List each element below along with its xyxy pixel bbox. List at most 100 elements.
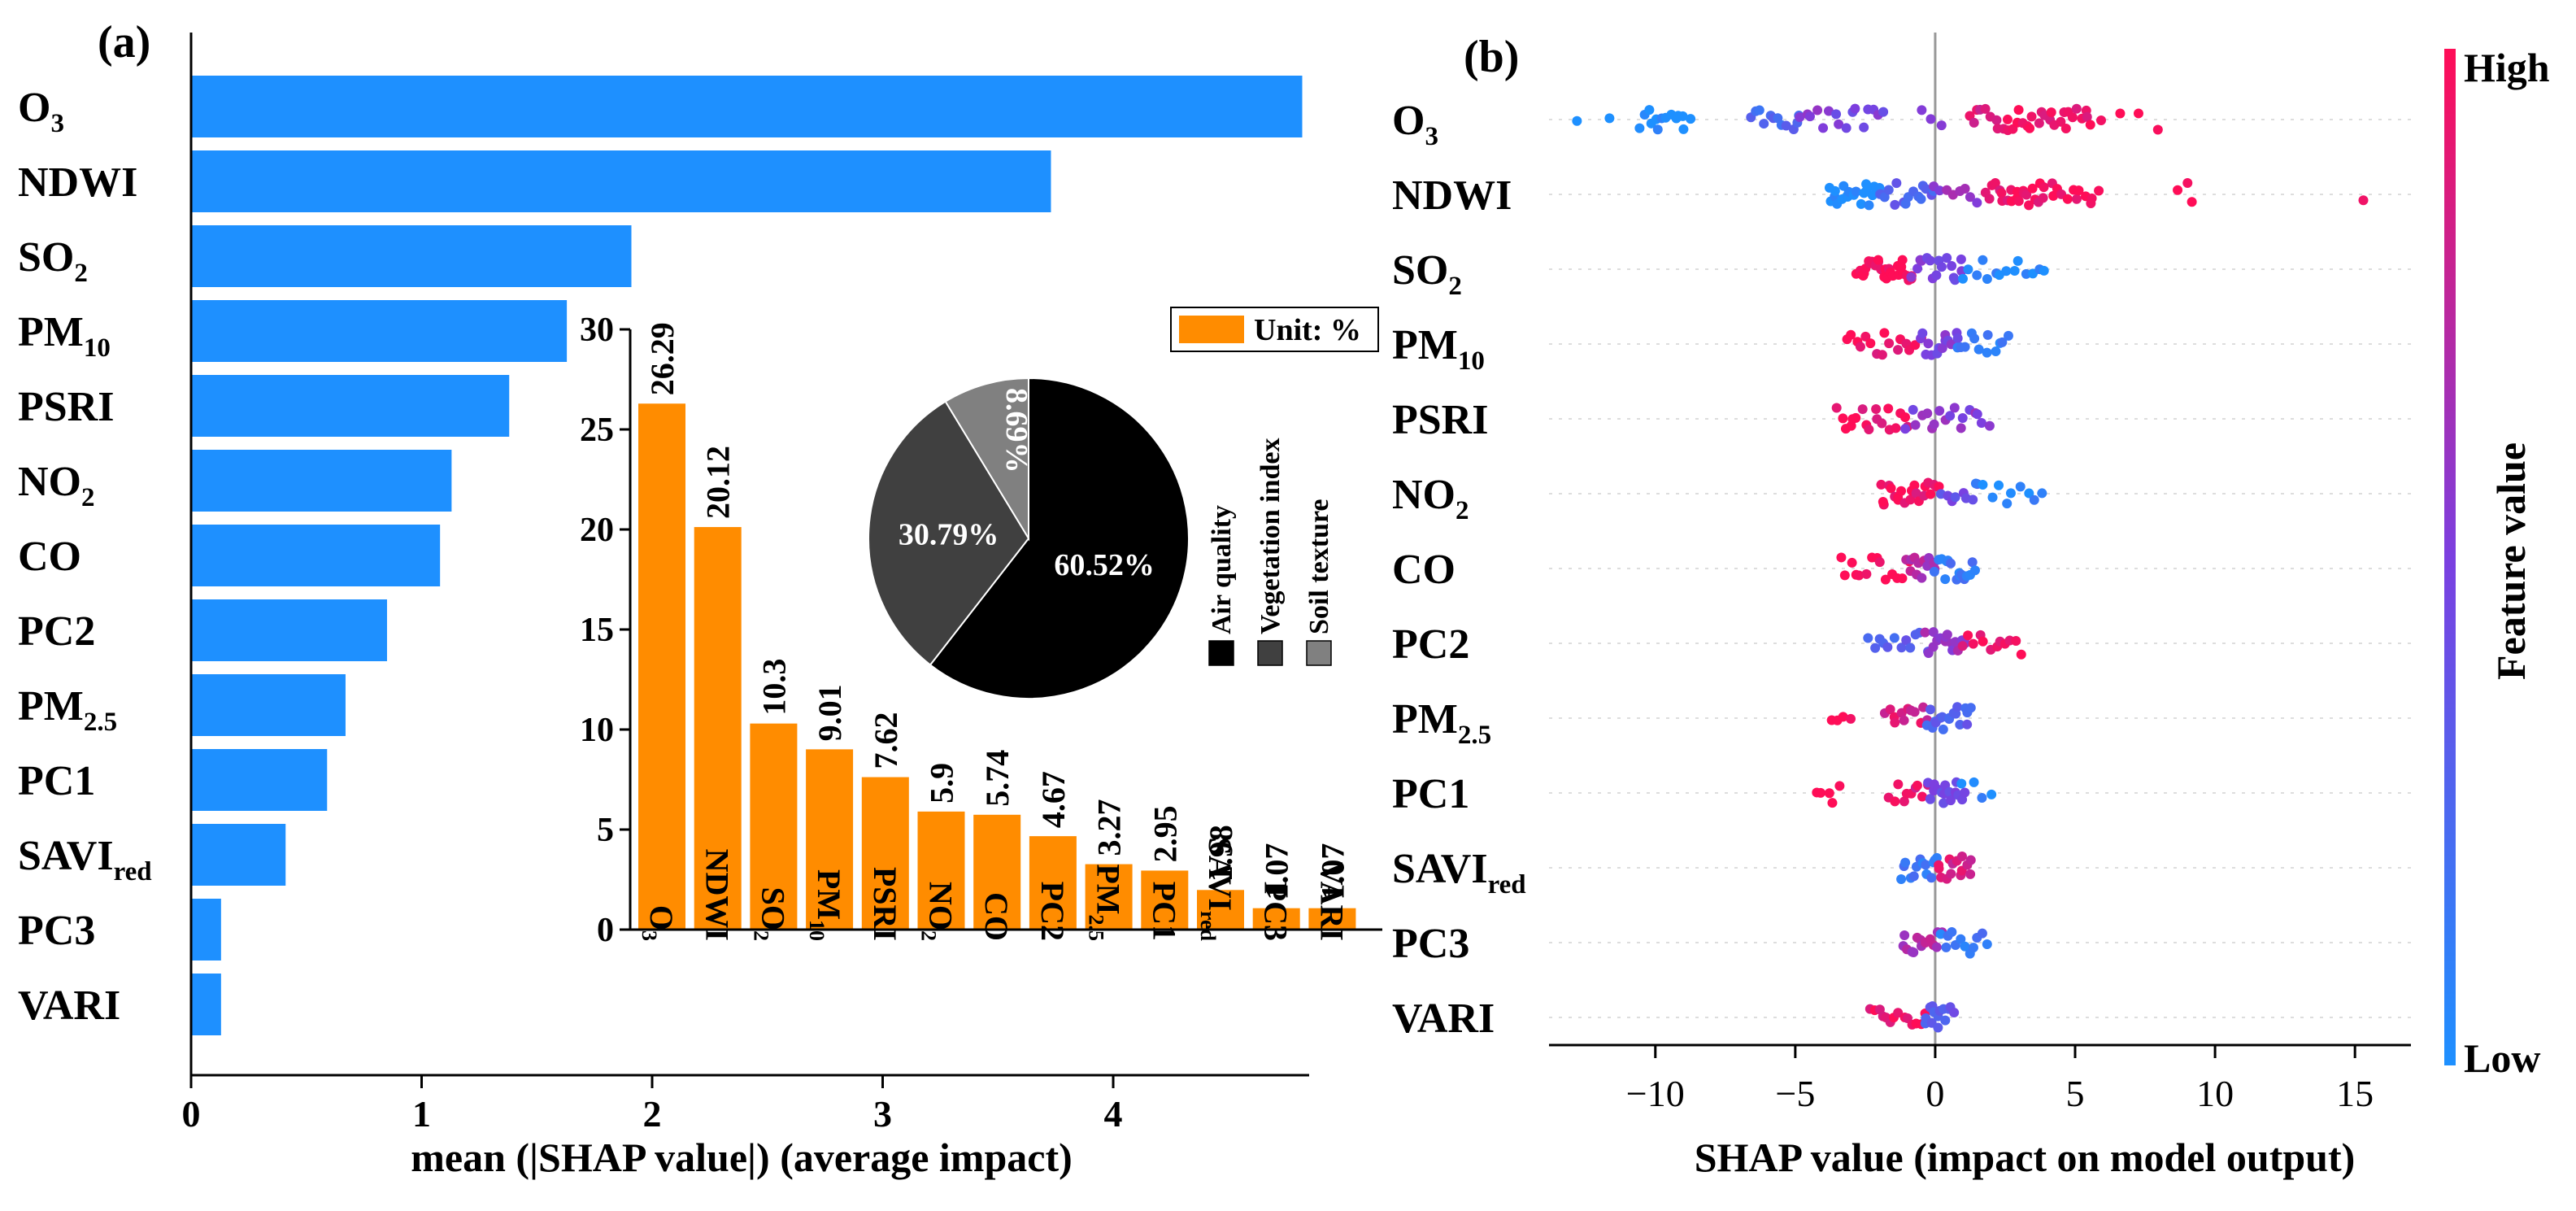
shap-x-tick-label: 10 xyxy=(2196,1073,2234,1114)
shap-point xyxy=(2071,194,2082,204)
shap-point xyxy=(1896,873,1907,884)
inset-y-tick-label: 5 xyxy=(597,812,614,849)
shap-point xyxy=(1929,419,1939,429)
shap-point xyxy=(1856,198,1866,209)
shap-feature-label-O3: O3 xyxy=(1392,98,1438,151)
shap-point xyxy=(1921,860,1931,870)
shap-point xyxy=(1921,184,1931,194)
feature-label-PC2: PC2 xyxy=(18,608,95,655)
shap-point xyxy=(1893,1008,1904,1018)
shap-point xyxy=(1901,635,1912,646)
shap-point xyxy=(1851,186,1861,197)
shap-point xyxy=(1991,115,2002,125)
pie-legend-label: Soil texture xyxy=(1304,499,1334,634)
shap-point xyxy=(1991,346,2001,357)
shap-point xyxy=(1854,570,1865,581)
shap-point xyxy=(1908,404,1918,415)
shap-point xyxy=(1893,779,1904,790)
inset-bar-VARI xyxy=(1308,908,1356,930)
shap-point xyxy=(1925,255,1935,266)
shap-point xyxy=(1846,713,1856,724)
shap-point xyxy=(1759,119,1769,129)
shap-point xyxy=(1678,124,1689,134)
shap-feature-label-PM2.5: PM2.5 xyxy=(1392,696,1491,750)
shap-point xyxy=(1838,413,1848,424)
shap-point xyxy=(1965,192,1975,203)
shap-point xyxy=(1878,107,1889,117)
inset-legend-label: Unit: % xyxy=(1254,313,1361,347)
inset-value-label: 20.12 xyxy=(700,446,737,519)
shap-point xyxy=(1997,337,2008,347)
shap-point xyxy=(1864,200,1874,211)
shap-point xyxy=(1957,273,1968,284)
panel-b-x-axis-label: SHAP value (impact on model output) xyxy=(1695,1135,2356,1180)
bar-PC2 xyxy=(191,599,387,661)
shap-point xyxy=(1931,270,1942,281)
shap-point xyxy=(1984,194,1995,204)
shap-point xyxy=(2152,124,2163,135)
x-tick-label: 4 xyxy=(1104,1093,1123,1135)
inset-y-tick-label: 10 xyxy=(580,712,614,749)
shap-point xyxy=(2037,488,2047,499)
shap-point xyxy=(2009,265,2020,276)
shap-point xyxy=(1815,787,1825,798)
shap-point xyxy=(2095,115,2106,126)
pie-legend-swatch xyxy=(1257,640,1283,666)
panel-a-feature-labels: O3 NDWI SO2 PM10 PSRI NO2 CO PC2 PM2.5 PC1 SAVIred… xyxy=(18,85,152,1029)
shap-x-tick-label: −5 xyxy=(1775,1073,1815,1114)
shap-point xyxy=(2115,108,2126,119)
shap-point xyxy=(1885,704,1895,715)
shap-point xyxy=(1831,109,1842,120)
inset-legend: Unit: % xyxy=(1170,307,1379,352)
inset-bar-PC1 xyxy=(1141,870,1189,930)
shap-point xyxy=(1860,331,1871,342)
shap-point xyxy=(1956,778,1967,789)
x-tick-label: 0 xyxy=(182,1093,201,1135)
shap-point xyxy=(1950,492,1960,503)
inset-category-VARI: VARI xyxy=(1313,862,1350,941)
shap-point xyxy=(1880,574,1891,585)
shap-point xyxy=(1968,638,1978,649)
inset-y-tick-label: 15 xyxy=(580,612,614,649)
shap-point xyxy=(1890,199,1900,210)
shap-point xyxy=(1982,939,1992,950)
panel-b-feature-labels: O3 NDWI SO2 PM10 PSRI NO2 CO PC2 PM2.5 PC1 SAVIred… xyxy=(1392,98,1526,1042)
shap-point xyxy=(1965,869,1976,879)
inset-bar-CO xyxy=(973,814,1021,930)
shap-point xyxy=(1946,869,1956,879)
panel-b-row-gridlines xyxy=(1549,119,2411,1018)
bar-PC1 xyxy=(191,749,328,811)
shap-point xyxy=(1987,492,1998,503)
panel-b-x-ticks: −10 −5 0 5 10 15 xyxy=(1626,1045,2374,1114)
shap-point xyxy=(1899,930,1910,941)
inset-category-NDWI: NDWI xyxy=(699,849,736,941)
shap-point xyxy=(1879,328,1890,338)
shap-point xyxy=(1942,253,1952,264)
shap-feature-label-SO2: SO2 xyxy=(1392,247,1462,301)
feature-label-PC3: PC3 xyxy=(18,908,95,954)
shap-point xyxy=(1909,707,1920,717)
shap-point xyxy=(1917,791,1927,802)
shap-point xyxy=(1830,185,1840,196)
shap-point xyxy=(1956,254,1966,264)
shap-point xyxy=(1897,573,1908,584)
shap-feature-label-PC3: PC3 xyxy=(1392,921,1469,967)
shap-point xyxy=(1969,777,1979,787)
bar-PSRI xyxy=(191,375,510,437)
shap-point xyxy=(1972,198,1982,208)
feature-label-PM10: PM10 xyxy=(18,309,111,363)
shap-point xyxy=(2039,265,2049,276)
shap-feature-label-VARI: VARI xyxy=(1392,995,1495,1042)
shap-point xyxy=(1938,724,1948,734)
shap-point xyxy=(1850,103,1860,114)
shap-point xyxy=(1873,255,1883,265)
inset-bar-PC2 xyxy=(1029,836,1077,930)
inset-y-tick-label: 0 xyxy=(597,912,614,949)
shap-point xyxy=(1956,423,1966,433)
inset-value-label: 1.07 xyxy=(1259,843,1295,900)
shap-point xyxy=(1891,423,1901,433)
shap-point xyxy=(1889,633,1899,643)
inset-bar-PM10 xyxy=(806,749,854,930)
shap-point xyxy=(1905,643,1916,653)
shap-point xyxy=(1931,942,1942,952)
